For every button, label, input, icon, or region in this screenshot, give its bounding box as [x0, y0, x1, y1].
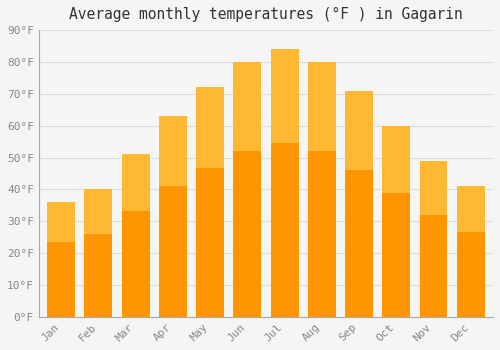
Bar	[270, 49, 298, 317]
Bar	[457, 186, 484, 232]
Bar	[345, 91, 373, 317]
Bar	[308, 62, 336, 317]
Bar	[122, 154, 150, 211]
Bar	[47, 202, 75, 242]
Bar	[196, 88, 224, 317]
Bar	[382, 126, 410, 317]
Bar	[159, 116, 187, 317]
Bar	[47, 202, 75, 317]
Title: Average monthly temperatures (°F ) in Gagarin: Average monthly temperatures (°F ) in Ga…	[69, 7, 463, 22]
Bar	[420, 161, 448, 317]
Bar	[457, 186, 484, 317]
Bar	[308, 62, 336, 151]
Bar	[234, 62, 262, 317]
Bar	[84, 189, 112, 317]
Bar	[122, 154, 150, 317]
Bar	[382, 126, 410, 192]
Bar	[84, 189, 112, 234]
Bar	[196, 88, 224, 168]
Bar	[234, 62, 262, 151]
Bar	[159, 116, 187, 186]
Bar	[420, 161, 448, 215]
Bar	[270, 49, 298, 143]
Bar	[345, 91, 373, 170]
